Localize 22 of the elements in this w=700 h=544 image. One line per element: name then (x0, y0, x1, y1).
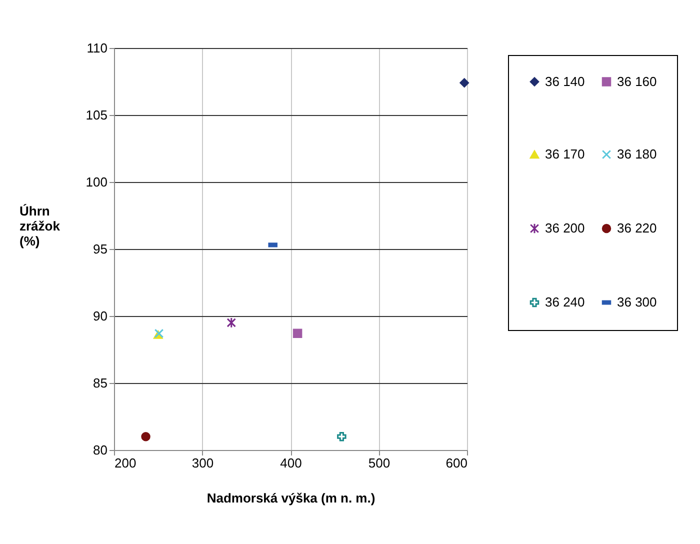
legend-label: 36 200 (545, 220, 585, 236)
y-axis-title: Úhrn zrážok (%) (20, 204, 61, 248)
legend-label: 36 180 (617, 146, 657, 162)
x-axis-title: Nadmorská výška (m n. m.) (206, 490, 376, 506)
y-tick-label: 105 (86, 108, 108, 122)
y-tick-label: 100 (86, 174, 108, 190)
y-tick-label: 80 (93, 442, 108, 458)
x-tick-label: 200 (114, 456, 136, 470)
legend-label: 36 170 (545, 146, 585, 162)
y-tick-label: 95 (93, 242, 108, 256)
x-tick-label: 400 (280, 456, 302, 470)
legend-label: 36 240 (545, 294, 585, 310)
legend-label: 36 220 (617, 220, 657, 236)
legend-label: 36 160 (617, 74, 657, 89)
x-tick-label: 500 (368, 456, 390, 470)
legend-label: 36 300 (617, 294, 657, 310)
y-tick-label: 110 (86, 40, 108, 56)
y-tick-label: 90 (93, 308, 108, 324)
x-tick-label: 600 (446, 456, 468, 470)
x-tick-label: 300 (192, 456, 214, 470)
y-tick-label: 85 (93, 376, 108, 390)
legend-label: 36 140 (545, 74, 585, 89)
